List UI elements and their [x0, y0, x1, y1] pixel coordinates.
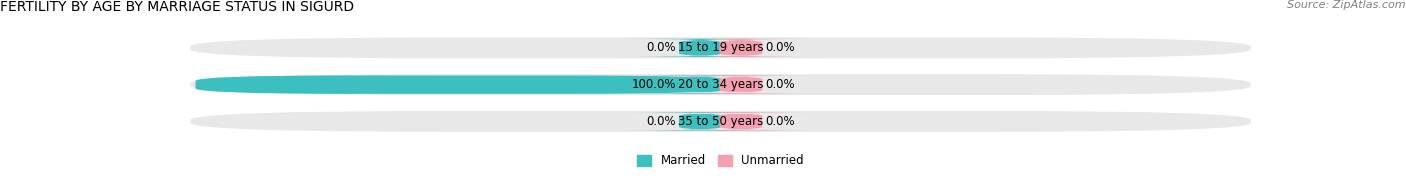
Text: 20 to 34 years: 20 to 34 years [678, 78, 763, 91]
FancyBboxPatch shape [617, 39, 783, 57]
Text: 0.0%: 0.0% [647, 41, 676, 54]
Legend: Married, Unmarried: Married, Unmarried [633, 150, 808, 172]
FancyBboxPatch shape [190, 111, 1251, 132]
Text: Source: ZipAtlas.com: Source: ZipAtlas.com [1288, 0, 1406, 10]
Text: 0.0%: 0.0% [765, 78, 794, 91]
FancyBboxPatch shape [195, 75, 725, 94]
Text: 100.0%: 100.0% [631, 78, 676, 91]
Text: 15 to 19 years: 15 to 19 years [678, 41, 763, 54]
Text: 0.0%: 0.0% [647, 115, 676, 128]
FancyBboxPatch shape [658, 75, 824, 94]
Text: 35 to 50 years: 35 to 50 years [678, 115, 763, 128]
Text: 0.0%: 0.0% [765, 41, 794, 54]
FancyBboxPatch shape [617, 112, 783, 131]
Text: FERTILITY BY AGE BY MARRIAGE STATUS IN SIGURD: FERTILITY BY AGE BY MARRIAGE STATUS IN S… [0, 0, 354, 14]
FancyBboxPatch shape [190, 37, 1251, 58]
FancyBboxPatch shape [617, 75, 783, 94]
FancyBboxPatch shape [658, 39, 824, 57]
FancyBboxPatch shape [190, 74, 1251, 95]
Text: 0.0%: 0.0% [765, 115, 794, 128]
FancyBboxPatch shape [658, 112, 824, 131]
